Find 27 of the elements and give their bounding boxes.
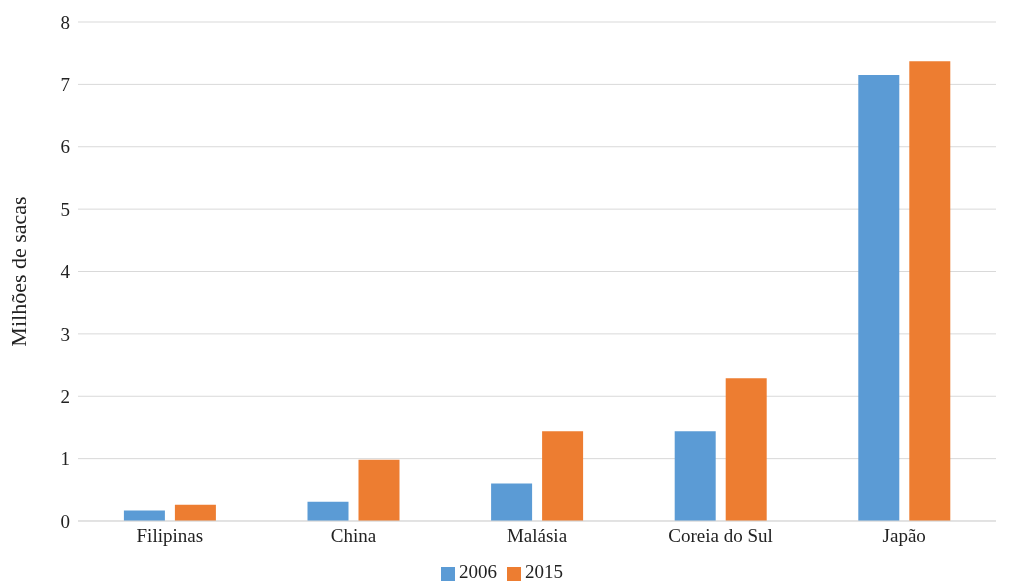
bar [174,504,216,521]
y-tick-label: 8 [60,11,70,33]
x-tick-label: Filipinas [136,525,204,547]
y-tick-label: 6 [60,136,70,158]
bar [123,510,165,521]
y-axis-title: Milhões de sacas [5,196,31,347]
x-tick-label: Coreia do Sul [668,525,773,547]
legend-label: 2006 [459,561,497,582]
bar [858,75,900,521]
y-tick-label: 2 [60,385,70,407]
bar [725,378,767,521]
y-tick-label: 1 [60,448,70,470]
bar [491,483,533,521]
bar [674,431,716,521]
bar [307,501,349,521]
x-tick-label: Japão [882,525,926,547]
y-tick-label: 7 [60,74,70,96]
y-tick-label: 4 [60,261,71,283]
legend-label: 2015 [525,561,563,582]
x-tick-label: Malásia [506,525,568,547]
y-tick-label: 5 [60,198,70,220]
bar [542,431,584,521]
y-tick-label: 3 [60,323,70,345]
bar [358,459,400,521]
x-tick-label: China [330,525,377,547]
bar [909,61,951,521]
y-tick-label: 0 [60,510,70,532]
